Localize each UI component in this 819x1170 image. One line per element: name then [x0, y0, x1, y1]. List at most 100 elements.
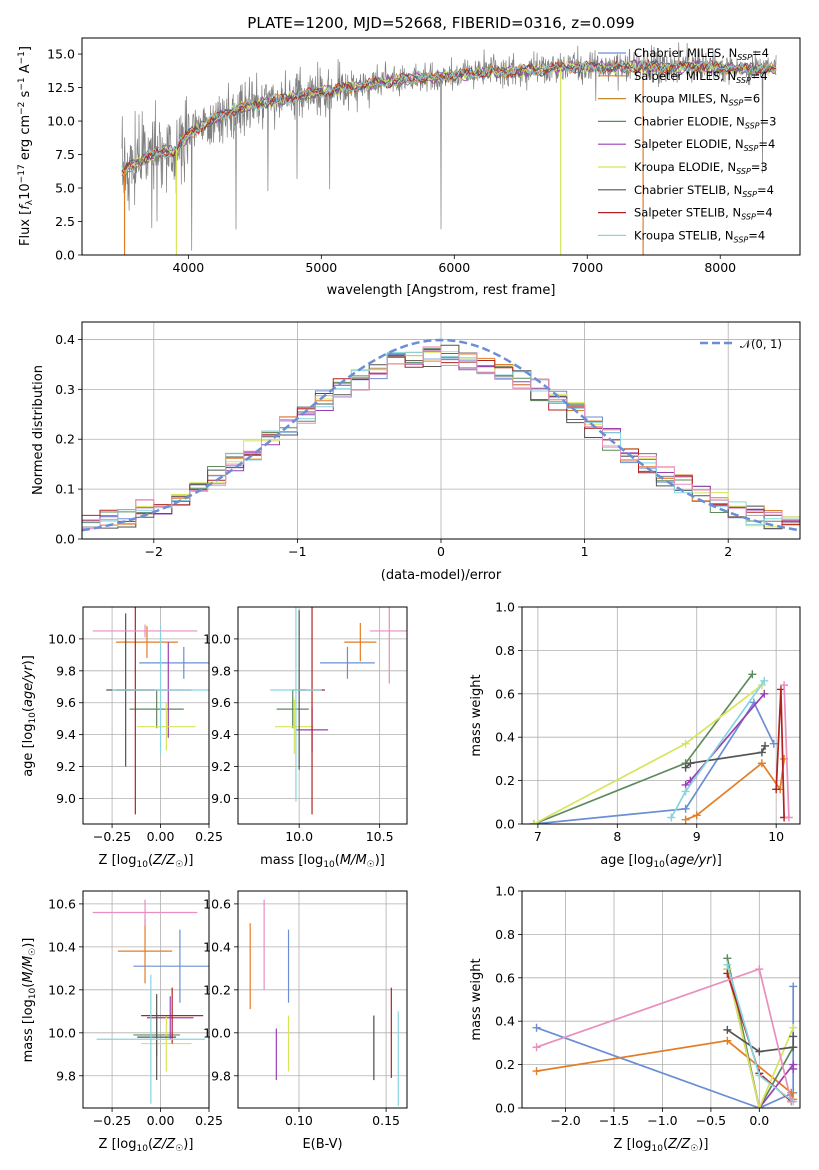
age-vs-Z-ytick-label: 10.0	[48, 631, 76, 646]
residuals-xtick-label: 1	[581, 544, 589, 559]
mass-weight-marker	[760, 676, 769, 685]
mass-vs-Z-plot-area	[92, 899, 209, 1104]
mass-vs-ebv-xtick-label: 0.15	[372, 1113, 400, 1128]
spectrum-ytick-label: 12.5	[47, 80, 75, 95]
mass-vs-ebv-plot-area	[249, 899, 399, 1106]
mass-vs-Z-ytick-label: 10.2	[48, 982, 76, 997]
mass-vs-ebv-frame	[237, 890, 408, 1109]
spectrum-ytick-label: 2.5	[55, 214, 75, 229]
residuals-ytick-label: 0.3	[55, 382, 75, 397]
mass-vs-ebv-ytick-label: 10.2	[203, 982, 231, 997]
label-part: )]	[183, 853, 193, 868]
residual-ylabel: Normed distribution	[31, 365, 46, 495]
massweight-vs-Z-ytick-label: 0.0	[495, 1101, 515, 1116]
spectrum-legend-entry: Chabrier STELIB, NSSP=4	[634, 183, 774, 199]
mass-weight-marker	[755, 1071, 764, 1080]
mass-vs-Z-ytick-label: 10.0	[48, 1025, 76, 1040]
massweight-vs-age-ytick-label: 0.6	[495, 686, 515, 701]
label-part: Z/Z	[667, 1137, 691, 1152]
spectrum-legend-entry: Kroupa STELIB, NSSP=4	[634, 228, 765, 244]
age-vs-Z-ytick-label: 9.6	[56, 695, 76, 710]
massweight-vs-Z-xlabel: Z [log10(Z/Z☉)]	[614, 1137, 709, 1154]
mass-weight-marker	[789, 1032, 798, 1041]
mass-weight-marker	[681, 815, 690, 824]
mass-weight-marker	[780, 681, 789, 690]
massweight-vs-Z-frame	[521, 890, 801, 1109]
residuals-xtick-label: 2	[724, 544, 732, 559]
spectrum-legend-entry: Kroupa ELODIE, NSSP=3	[634, 160, 768, 176]
mass-weight-marker	[532, 1067, 541, 1076]
residual-legend-entry: 𝒩(0, 1)	[740, 337, 782, 351]
mass-weight-marker	[755, 965, 764, 974]
label-part: (	[21, 983, 36, 988]
spectrum-legend-entry: Salpeter STELIB, NSSP=4	[634, 206, 773, 222]
subscript: SSP	[734, 235, 749, 244]
age-vs-mass-ytick-label: 9.4	[211, 727, 231, 742]
label-part: ☉	[28, 948, 38, 956]
gaussian-curve	[82, 338, 800, 532]
massweight-vs-Z-xtick-label: −0.5	[696, 1113, 726, 1128]
label-part: )]	[21, 655, 36, 665]
ylabel-part: λ	[25, 199, 35, 205]
spectrum-model-line	[121, 60, 777, 173]
massweight-vs-Z-xtick-label: 0.0	[749, 1113, 769, 1128]
massweight-vs-age-xtick-label: 10	[768, 829, 784, 844]
subscript: SSP	[736, 76, 751, 85]
residuals-xtick-label: 0	[437, 544, 445, 559]
mass-weight-marker	[787, 1097, 796, 1106]
age-vs-mass-ytick-label: 9.8	[211, 663, 231, 678]
massweight-vs-Z-xtick-label: −1.0	[647, 1113, 677, 1128]
mass-weight-marker	[757, 748, 766, 757]
spectrum-ytick-label: 7.5	[55, 147, 75, 162]
mass-weight-marker	[748, 670, 757, 679]
age-vs-mass-xtick-label: 10.0	[285, 829, 313, 844]
age-vs-mass-ytick-label: 9.0	[211, 791, 231, 806]
legend-rest: =4	[756, 206, 773, 220]
ylabel-part: A	[18, 64, 33, 77]
mass-weight-marker	[667, 813, 676, 822]
massweight-vs-Z-xtick-label: −2.0	[550, 1113, 580, 1128]
age-vs-Z-plot-area	[92, 607, 209, 815]
mass-weight-line	[775, 689, 785, 818]
legend-rest: =3	[760, 114, 777, 128]
label-part: )]	[698, 1137, 708, 1152]
spectrum-xlabel: wavelength [Angstrom, rest frame]	[327, 283, 556, 298]
mass-vs-ebv-xtick-label: 0.10	[285, 1113, 313, 1128]
label-part: Z/Z	[152, 853, 176, 868]
label-part: M/M	[21, 956, 36, 983]
label-part: 10	[323, 860, 335, 870]
massweight-vs-Z-ytick-label: 0.2	[495, 1057, 515, 1072]
mass-weight-marker	[723, 960, 732, 969]
mass-weight-marker	[681, 787, 690, 796]
mass-weight-marker	[755, 1104, 764, 1108]
massweight-vs-age-ylabel: mass weight	[469, 674, 484, 756]
massweight-vs-age-xtick-label: 9	[693, 829, 701, 844]
spectrum-ylabel: Flux [fλ10−17 erg cm−2 s−1 A−1]	[17, 46, 35, 246]
mass-vs-Z-xlabel: Z [log10(Z/Z☉)]	[99, 1137, 194, 1154]
label-part: ☉	[690, 1144, 698, 1154]
mass-weight-marker	[755, 1047, 764, 1056]
spectrum-model-line	[121, 59, 777, 173]
spectrum-legend-entry: Kroupa MILES, NSSP=6	[634, 92, 760, 108]
label-part: age [log	[600, 853, 653, 868]
mass-weight-marker	[529, 820, 538, 824]
mass-vs-ebv-xlabel: E(B-V)	[302, 1137, 342, 1152]
massweight-vs-Z-ytick-label: 0.4	[495, 1014, 515, 1029]
label-part: ☉	[367, 860, 375, 870]
age-vs-Z-ylabel: age [log10(age/yr)]	[21, 655, 38, 777]
mass-weight-line	[533, 700, 775, 824]
residual-xlabel: (data-model)/error	[381, 568, 502, 583]
mass-weight-marker	[532, 1023, 541, 1032]
ylabel-part: −17	[17, 164, 27, 183]
residuals-xtick-label: −1	[288, 544, 306, 559]
mass-weight-marker	[723, 1025, 732, 1034]
massweight-vs-Z-ylabel: mass weight	[469, 958, 484, 1040]
label-part: age [log	[21, 724, 36, 777]
massweight-vs-Z-xtick-label: −1.5	[599, 1113, 629, 1128]
age-vs-mass-ytick-label: 9.2	[211, 759, 231, 774]
label-part: )]	[21, 938, 36, 948]
legend-rest: =4	[752, 46, 769, 60]
label-part: (	[148, 1137, 153, 1152]
spectrum-legend-entry: Salpeter MILES, NSSP=4	[634, 69, 768, 85]
